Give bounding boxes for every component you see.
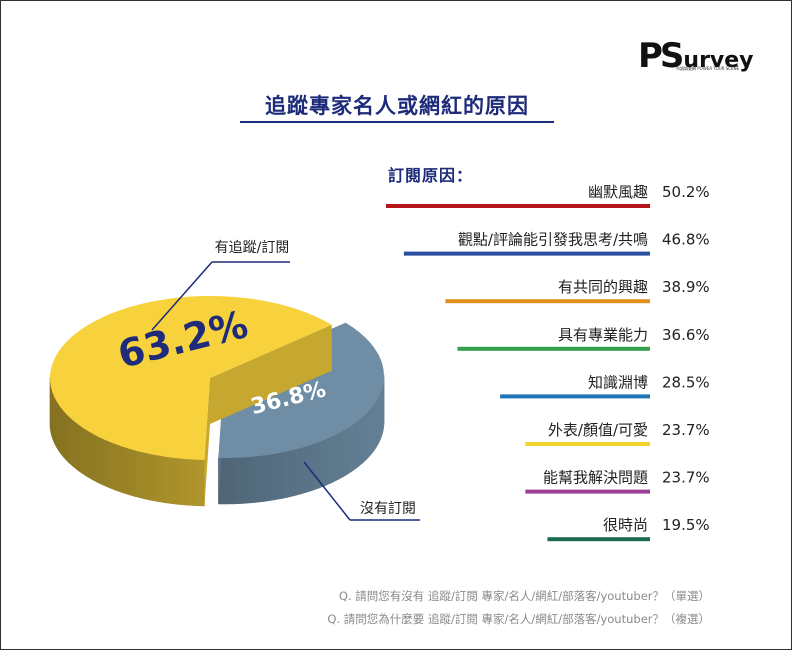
bar-category-label: 幽默風趣 [588, 183, 648, 201]
question-single-choice: Q. 請問您有沒有 追蹤/訂閱 專家/名人/網紅/部落客/youtuber？（單… [338, 589, 710, 603]
bar-mark [547, 537, 650, 542]
bar-category-label: 外表/顏值/可愛 [548, 421, 648, 439]
bar-mark [525, 489, 650, 494]
bar-value-label: 46.8% [662, 231, 710, 249]
bar-category-label: 知識淵博 [588, 373, 648, 391]
question-multiple-choice: Q. 請問您為什麼要 追蹤/訂閱 專家/名人/網紅/部落客/youtuber？（… [327, 612, 710, 626]
page-title: 追蹤專家名人或網紅的原因 [265, 94, 529, 118]
bar-category-label: 具有專業能力 [558, 326, 648, 344]
bar-value-label: 36.6% [662, 326, 710, 344]
callout-followed-leader [151, 261, 213, 331]
bar-mark [445, 299, 650, 304]
logo-urvey-text: urvey [683, 48, 754, 73]
title-underline [240, 121, 554, 123]
pssurvey-logo: PSurvey 市調調查網 POWER YOUR SCENE [638, 36, 758, 80]
logo-subtitle: 市調調查網 POWER YOUR SCENE [676, 66, 740, 71]
bar-category-label: 能幫我解決問題 [543, 469, 648, 487]
bar-mark [525, 442, 650, 446]
reasons-bar-chart: 幽默風趣 50.2% 觀點/評論能引發我思考/共鳴 46.8% 有共同的興趣 38.9% 具… [386, 183, 710, 542]
bar-category-label: 很時尚 [603, 516, 648, 534]
callout-followed-label: 有追蹤/訂閱 [215, 240, 290, 256]
pie-slice-followed [49, 296, 332, 507]
bar-value-label: 19.5% [662, 516, 710, 534]
bar-mark [500, 394, 650, 399]
bar-category-label: 觀點/評論能引發我思考/共鳴 [458, 231, 648, 249]
bar-value-label: 28.5% [662, 373, 710, 391]
reasons-heading: 訂閱原因： [388, 166, 474, 185]
bar-value-label: 23.7% [662, 421, 710, 439]
callout-not-followed-leader [303, 461, 351, 521]
callout-not-followed-label: 沒有訂閱 [360, 500, 416, 517]
bar-mark [386, 204, 650, 208]
bar-mark [403, 251, 650, 256]
bar-mark [457, 346, 650, 351]
bar-category-label: 有共同的興趣 [558, 278, 648, 296]
bar-value-label: 50.2% [662, 183, 710, 201]
bar-value-label: 38.9% [662, 278, 710, 296]
logo-ps-text: PS [638, 36, 684, 76]
bar-value-label: 23.7% [662, 469, 710, 487]
